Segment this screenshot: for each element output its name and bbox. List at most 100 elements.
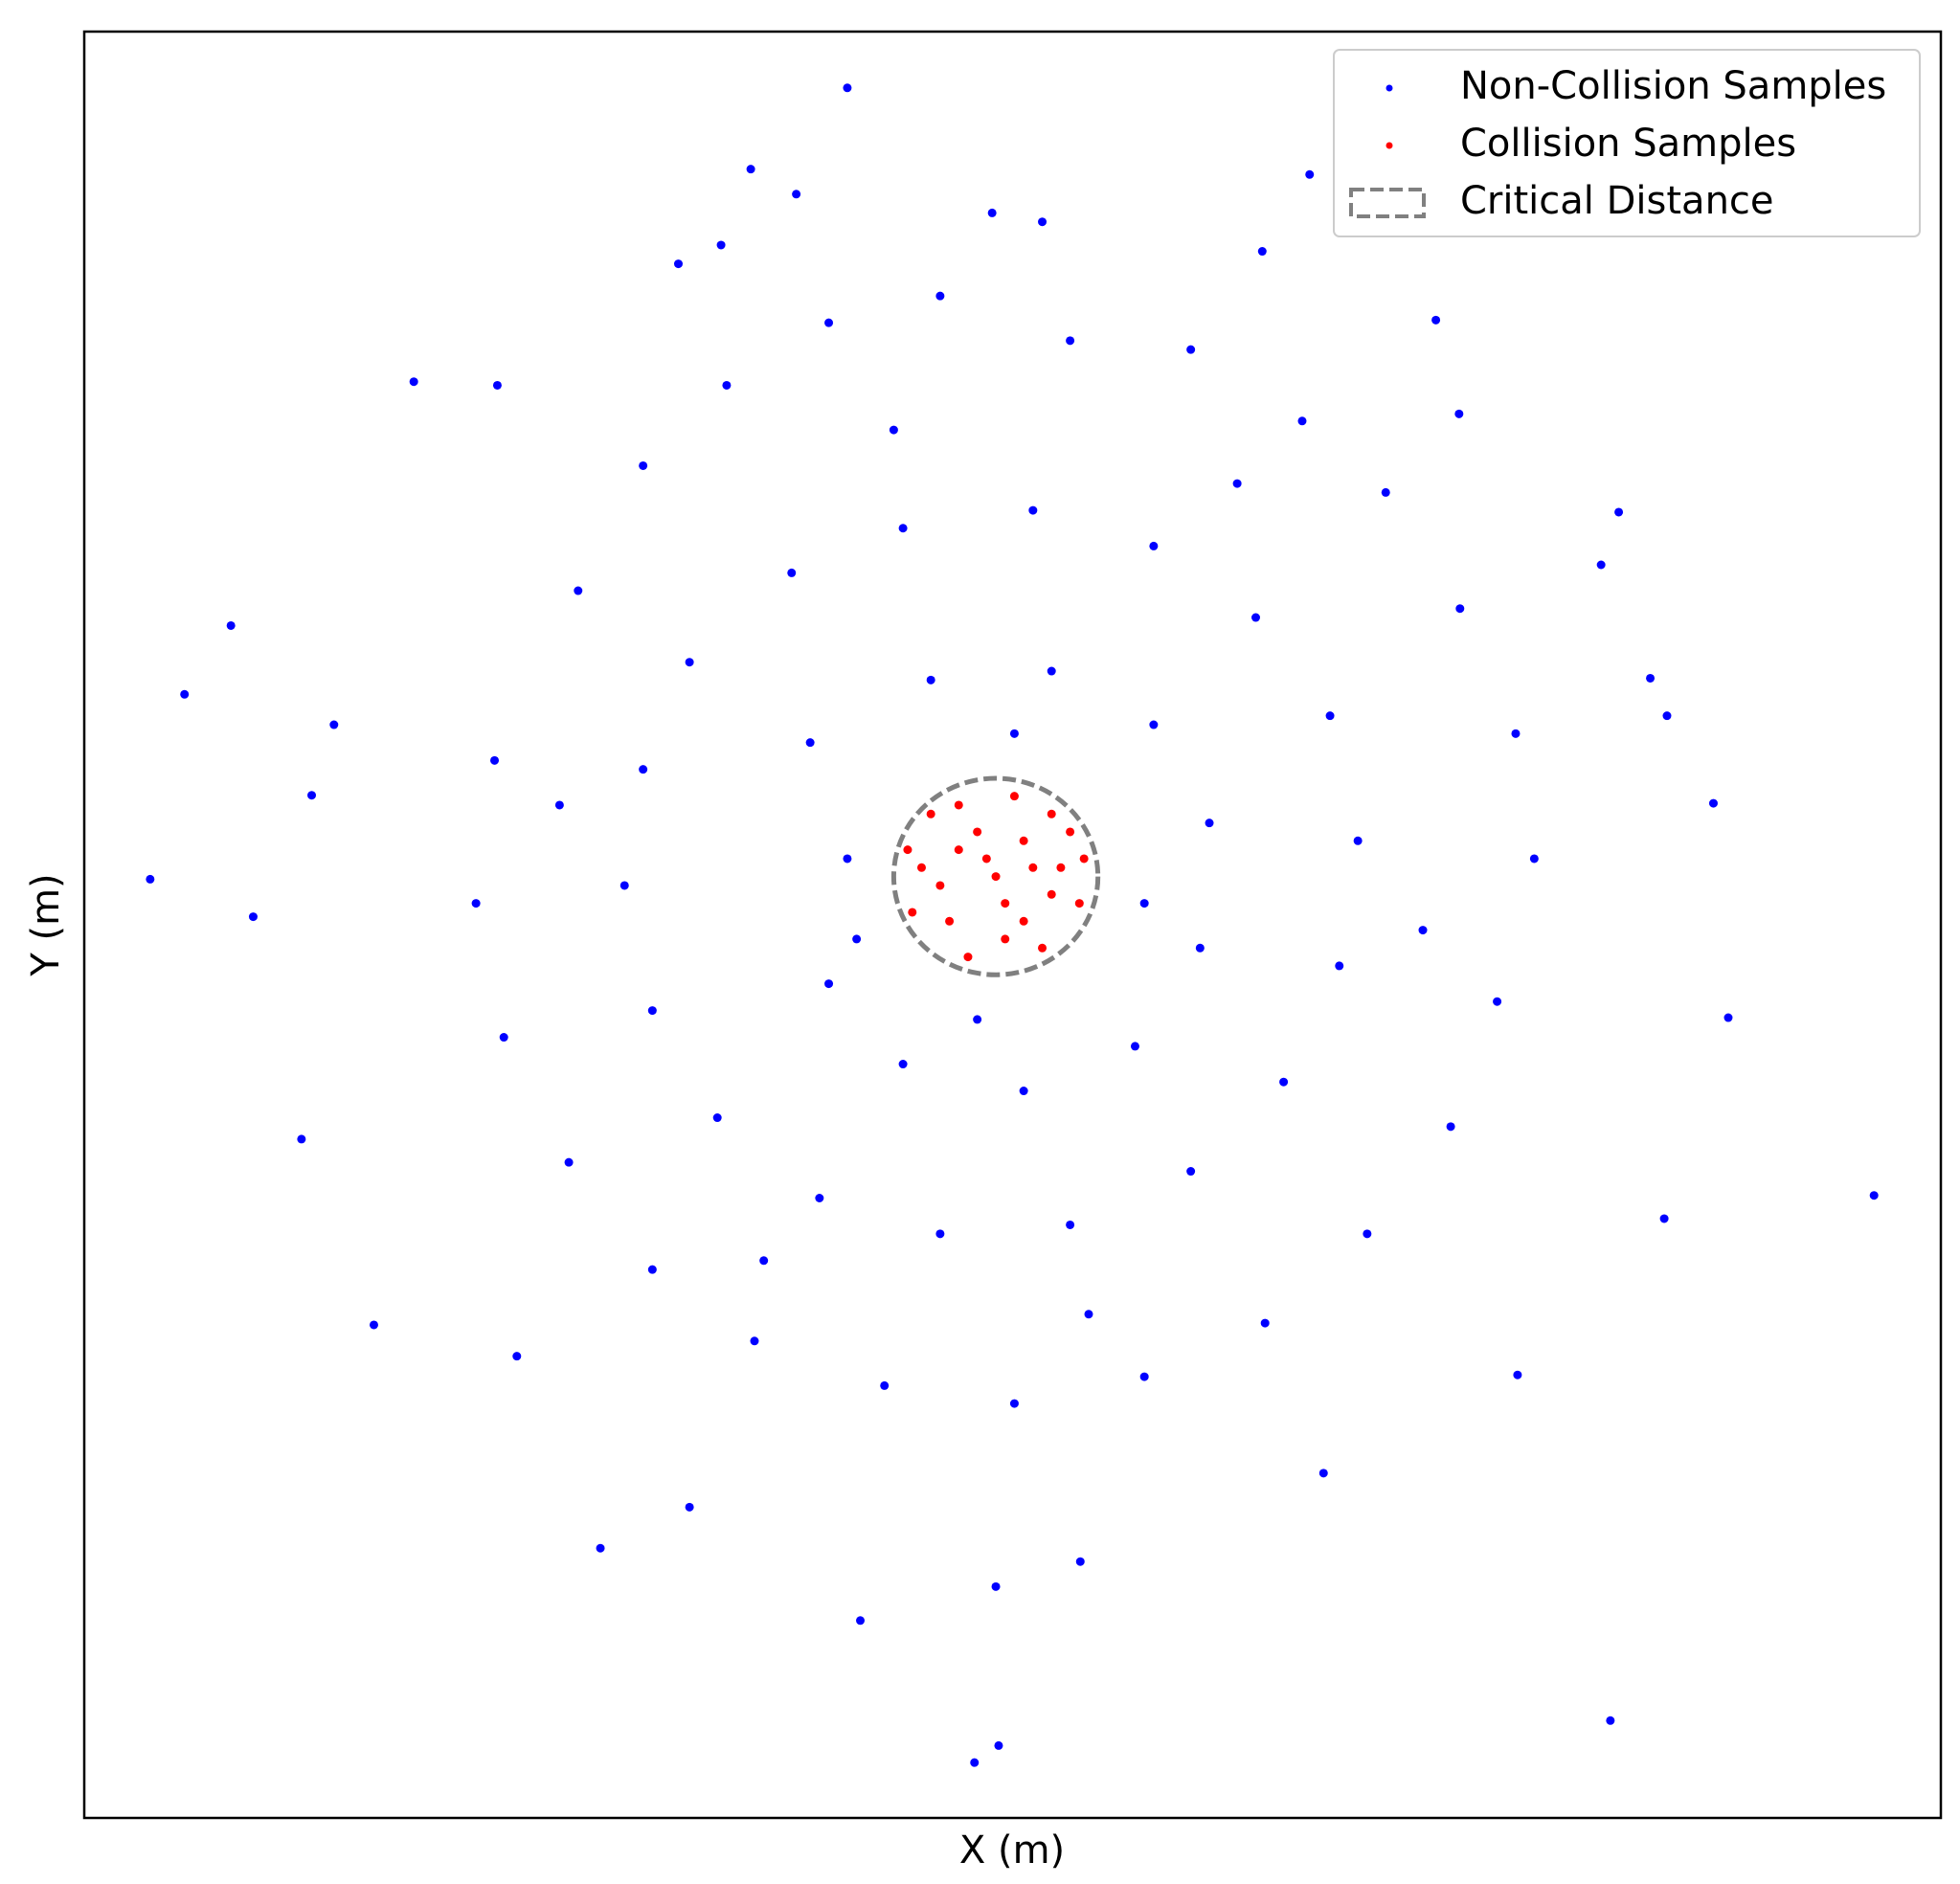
data-point (843, 83, 852, 93)
data-point (564, 1157, 574, 1167)
data-point (954, 800, 963, 810)
data-point (409, 377, 418, 387)
data-point (1251, 613, 1261, 622)
data-point (639, 765, 648, 774)
data-point (685, 658, 694, 667)
data-point (824, 979, 834, 989)
data-point (369, 1320, 378, 1330)
data-point (1019, 916, 1028, 926)
data-point (945, 916, 955, 926)
data-point (750, 1336, 759, 1346)
legend-label: Critical Distance (1460, 179, 1774, 223)
data-point (1047, 809, 1056, 819)
critical-distance (890, 775, 1101, 977)
y-axis-label: Y (m) (24, 873, 68, 976)
data-point (1596, 560, 1606, 570)
data-point (226, 620, 236, 630)
data-point (792, 190, 801, 199)
data-point (1149, 541, 1159, 550)
data-point (1186, 345, 1196, 354)
data-point (1646, 673, 1656, 683)
legend-marker (1349, 188, 1426, 218)
data-point (898, 1060, 908, 1069)
data-point (935, 1229, 945, 1239)
data-point (1297, 416, 1307, 426)
data-point (492, 380, 502, 390)
data-point (1019, 1087, 1028, 1096)
data-point (1056, 863, 1066, 872)
data-point (1009, 729, 1019, 738)
data-point (1038, 943, 1048, 953)
data-point (1869, 1191, 1879, 1200)
data-point (1446, 1122, 1455, 1132)
data-point (512, 1352, 522, 1361)
data-point (1260, 1318, 1270, 1328)
data-point (787, 568, 797, 577)
data-point (596, 1543, 605, 1553)
data-point (1009, 1399, 1019, 1408)
data-point (1455, 604, 1465, 614)
data-point (1318, 1469, 1328, 1478)
data-point (1381, 487, 1390, 497)
data-point (973, 1015, 982, 1024)
data-point (1454, 409, 1464, 418)
data-point (1529, 854, 1539, 864)
data-point (856, 1616, 866, 1626)
data-point (970, 1758, 980, 1767)
data-point (1614, 507, 1624, 517)
data-point (963, 953, 973, 962)
data-point (1186, 1167, 1196, 1177)
data-point (1038, 217, 1048, 227)
data-point (1325, 711, 1335, 721)
data-point (1001, 899, 1010, 908)
data-point (991, 1581, 1001, 1591)
data-point (1363, 1229, 1372, 1239)
data-point (1066, 827, 1075, 837)
data-point (916, 863, 926, 872)
data-point (712, 1113, 722, 1123)
data-point (987, 208, 997, 217)
data-point (1513, 1370, 1522, 1379)
data-point (685, 1502, 694, 1512)
data-point (1139, 1372, 1149, 1381)
data-point (1708, 798, 1718, 808)
plot-frame (82, 30, 1943, 1820)
data-point (329, 720, 339, 729)
data-point (908, 908, 917, 917)
data-point (1019, 836, 1028, 845)
data-point (994, 1740, 1003, 1750)
data-point (1205, 819, 1214, 828)
x-axis-label: X (m) (959, 1828, 1065, 1873)
data-point (935, 881, 945, 890)
data-point (1279, 1077, 1289, 1087)
data-point (880, 1380, 890, 1390)
data-point (926, 675, 935, 684)
data-point (1493, 997, 1502, 1006)
data-point (852, 934, 862, 944)
data-point (1066, 1220, 1075, 1229)
data-point (146, 874, 155, 884)
data-point (1606, 1716, 1615, 1725)
data-point (1009, 792, 1019, 801)
data-point (1066, 336, 1075, 346)
data-point (746, 165, 755, 174)
data-point (1232, 479, 1242, 488)
data-point (1079, 854, 1089, 864)
data-point (1418, 926, 1428, 935)
data-point (991, 872, 1001, 882)
data-point (1659, 1214, 1669, 1223)
data-point (973, 827, 982, 837)
data-point (935, 291, 945, 301)
data-point (1431, 315, 1441, 325)
data-point (1139, 899, 1149, 908)
data-point (954, 845, 963, 855)
data-point (1047, 889, 1056, 899)
data-point (471, 899, 481, 908)
data-point (1257, 247, 1267, 257)
data-point (1662, 711, 1672, 721)
data-point (647, 1006, 657, 1016)
data-point (1511, 729, 1521, 738)
data-point (1028, 863, 1038, 872)
data-point (805, 738, 815, 748)
data-point (903, 845, 912, 855)
